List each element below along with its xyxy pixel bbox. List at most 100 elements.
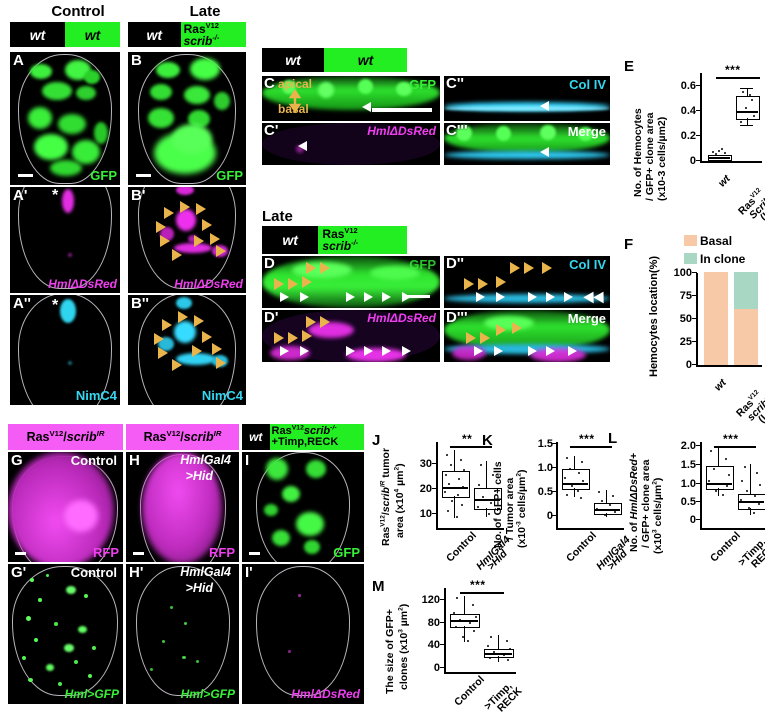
micrograph-D-tprime: D''' Merge <box>444 310 610 362</box>
genotype-bar-D: wt RasV12 scrib-/- <box>262 226 407 254</box>
genotype-header-H: RasV12/scribIR <box>126 424 239 450</box>
chart-E-sig-line <box>716 77 760 79</box>
genotype-ras: RasV12 <box>322 226 358 241</box>
panel-label-C-prime: C' <box>264 123 279 139</box>
channel-label-D-prime: HmlΔDsRed <box>367 311 436 325</box>
panel-label-H-prime: H' <box>129 564 144 581</box>
channel-label-A: GFP <box>90 168 117 183</box>
chart-F-legend-swatch-inclone <box>684 253 697 264</box>
micrograph-I-prime: I' HmlΔDsRed <box>242 564 364 704</box>
chart-J-sig-line <box>450 446 492 448</box>
chart-F-ytick-100: 100 <box>673 267 692 279</box>
channel-label-G: RFP <box>93 545 119 560</box>
channel-label-I-prime: HmlΔDsRed <box>291 687 360 701</box>
panel-label-L: L <box>608 430 618 447</box>
chart-F-xaxis <box>696 365 762 367</box>
chart-F-ytick-0: 0 <box>685 359 692 371</box>
chart-M-ytick-0: 0 <box>433 662 440 674</box>
chart-J-significance: ** <box>462 432 473 446</box>
micrograph-C-prime: C' HmlΔDsRed <box>262 123 440 165</box>
chart-E-ylabel-1: No. of Hemocytes <box>632 108 644 197</box>
chart-F-legend-label-inclone: In clone <box>700 252 746 266</box>
scale-bar <box>18 174 33 177</box>
chart-M-yaxis <box>444 588 446 672</box>
genotype-wt-left: wt <box>128 22 181 47</box>
chart-E-xtick-wt: wt <box>716 172 733 190</box>
panel-label-A-dprime: A'' <box>13 295 31 312</box>
micrograph-I: I GFP <box>242 452 364 562</box>
chart-K-yaxis <box>556 442 558 528</box>
chart-M-xaxis <box>444 672 516 674</box>
asterisk-marker: * <box>52 297 59 314</box>
chart-L-ytick-20: 2.0 <box>680 440 696 452</box>
genotype-header-G-text: RasV12/scribIR <box>26 428 105 444</box>
panel-label-F: F <box>624 236 634 253</box>
micrograph-A: A GFP <box>10 52 120 185</box>
chart-F-bar-ras-basal <box>734 309 758 365</box>
chart-L: No. of HmlΔDsRed+ / GFP+ clone area (x10… <box>604 428 765 573</box>
panel-label-D-tprime: D''' <box>446 310 468 326</box>
panel-label-G: G <box>11 452 23 469</box>
panel-label-C: C <box>264 76 275 92</box>
micrograph-C-tprime: C''' Merge <box>444 123 610 165</box>
channel-label-C-tprime: Merge <box>567 124 606 139</box>
chart-E-significance: *** <box>725 63 741 77</box>
chart-F-bar-ras-inclone <box>734 272 758 309</box>
micrograph-H: H HmlGal4 >Hid RFP <box>126 452 239 562</box>
chart-J-ytick-10: 10 <box>419 508 432 520</box>
genotype-scrib: scrib-/- <box>183 32 220 47</box>
panel-H-prime-condition-1: HmlGal4 <box>180 565 231 579</box>
chart-K-significance: *** <box>579 432 595 446</box>
chart-J-xaxis <box>436 528 504 530</box>
panel-label-D: D <box>264 256 275 272</box>
channel-label-C: GFP <box>409 77 436 92</box>
genotype-wt-left: wt <box>242 424 270 450</box>
chart-L-ytick-15: 1.5 <box>680 459 696 471</box>
panel-H-condition-1: HmlGal4 <box>180 453 231 467</box>
chart-J-ytick-20: 20 <box>419 483 432 495</box>
chart-K-box-control <box>562 469 590 490</box>
header-control: Control <box>51 3 105 20</box>
panel-H-condition-2: >Hid <box>185 469 213 483</box>
channel-label-H-prime: Hml>GFP <box>180 687 235 701</box>
chart-M-sig-line <box>460 592 504 594</box>
micrograph-D-dprime: D'' Col IV <box>444 256 610 308</box>
micrograph-D-prime: D' HmlΔDsRed <box>262 310 440 362</box>
chart-L-sig-line <box>714 446 756 448</box>
chart-M-significance: *** <box>470 578 486 592</box>
chart-E: No. of Hemocytes / GFP+ clone area (x10-… <box>620 55 765 223</box>
chart-F-ytick-25: 25 <box>679 336 692 348</box>
chart-L-ylabel-1: No. of HmlΔDsRed+ <box>628 453 640 552</box>
genotype-ras: RasV12 <box>183 22 219 36</box>
chart-K: No. of GFP+ cells / Tumor area (x10-3 ce… <box>478 428 633 573</box>
micrograph-B-prime: B' HmlΔDsRed <box>128 187 246 293</box>
chart-K-ytick-0: 0 <box>546 510 553 522</box>
panel-label-M: M <box>372 578 385 595</box>
chart-K-ylabel-1: No. of GFP+ cells <box>492 461 504 548</box>
chart-J-yaxis <box>436 442 438 528</box>
channel-label-B: GFP <box>216 168 243 183</box>
chart-M-ylabel-2: clones (x103 µm2) <box>397 603 411 690</box>
scale-bar <box>372 108 432 112</box>
chart-M: The size of GFP+ clones (x103 µm2) 120 8… <box>368 574 528 714</box>
genotype-right: wt <box>324 48 407 72</box>
chart-F-ytick-50: 50 <box>679 313 692 325</box>
chart-L-box-control <box>706 466 734 490</box>
chart-J-ytick-30: 30 <box>419 458 432 470</box>
micrograph-C: apical basal C GFP <box>262 76 440 121</box>
panel-G-prime-condition: Control <box>70 565 117 580</box>
genotype-right: RasV12scrib-/- +Timp,RECK <box>269 424 364 450</box>
chart-J-xtick-control: Control <box>444 529 479 565</box>
scale-bar <box>249 552 260 555</box>
genotype-ras-timp: RasV12scrib-/- <box>271 424 337 437</box>
channel-label-G-prime: Hml>GFP <box>64 687 119 701</box>
genotype-header-H-text: RasV12/scribIR <box>143 428 222 444</box>
genotype-bar-B: wt RasV12 scrib-/- <box>128 22 246 47</box>
scale-bar <box>404 295 430 298</box>
genotype-bar-C: wt wt <box>262 48 407 72</box>
apical-label: apical <box>278 77 313 91</box>
genotype-timp-reck: +Timp,RECK <box>271 436 339 448</box>
channel-label-D: GFP <box>409 257 436 272</box>
chart-L-ylabel-2: / GFP+ clone area <box>640 459 652 548</box>
panel-label-C-tprime: C''' <box>446 123 468 139</box>
